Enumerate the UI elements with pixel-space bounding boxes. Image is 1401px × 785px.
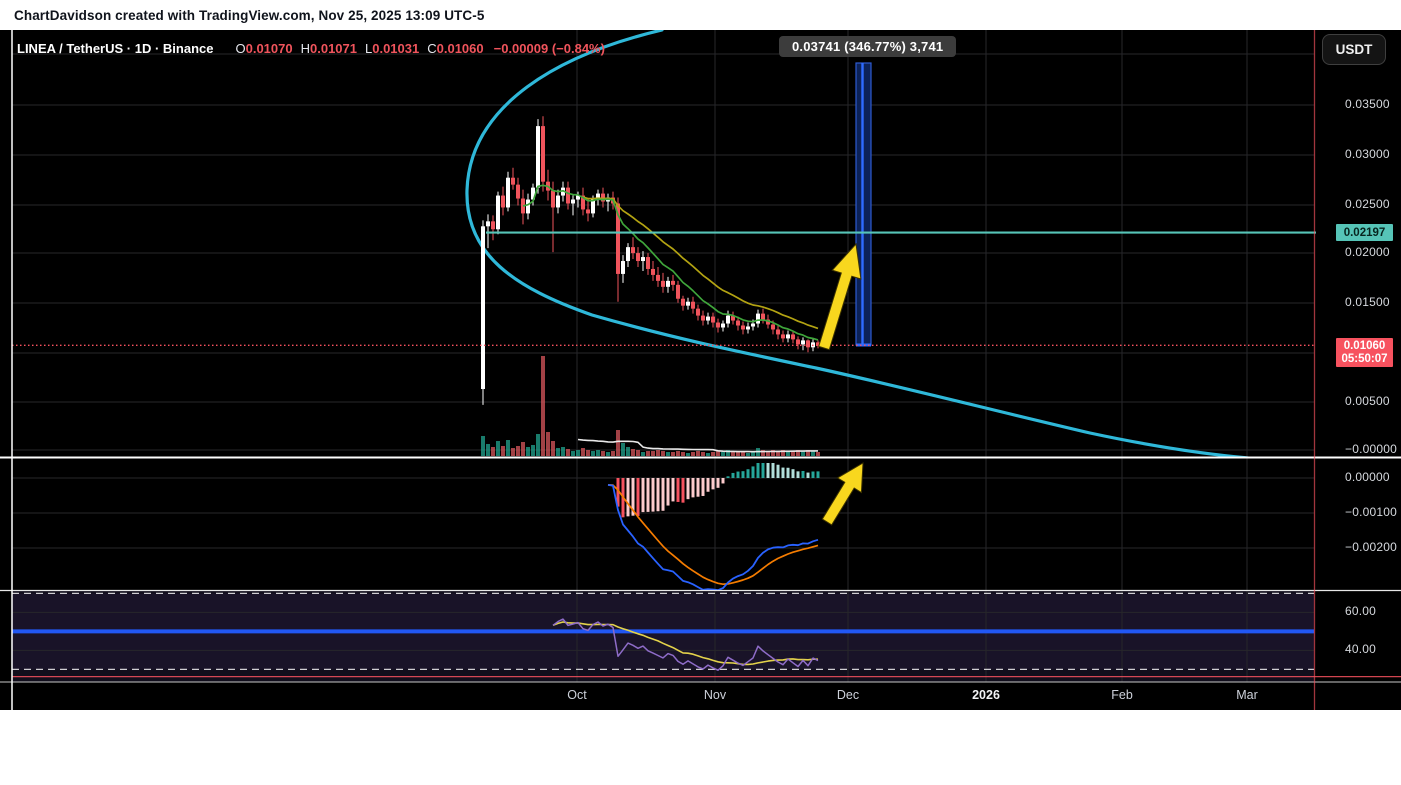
pane-separators [0,30,1401,710]
footer-bar: TradingView [0,710,1401,785]
price-axis-label: 0.00500 [1345,394,1390,408]
grid-lines [12,30,1314,682]
time-axis-label: Nov [703,688,727,702]
symbol-title: LINEA / TetherUS · 1D · Binance [17,41,214,56]
ohlc-open-value: 0.01070 [245,41,293,56]
trend-curve-drawing [465,30,1250,457]
last-price-badge: 0.01060 05:50:07 [1336,338,1393,367]
candlestick-series [481,116,820,405]
rsi-levels [12,592,1401,678]
rsi-pane-background [12,591,1314,682]
currency-button[interactable]: USDT [1322,34,1386,65]
change-value: −0.00009 (−0.84%) [493,41,605,56]
price-axis-label: 0.03000 [1345,147,1390,161]
time-axis-label: Mar [1236,688,1258,702]
arrow-up-drawings [818,242,864,526]
rsi-axis-label: 60.00 [1345,604,1377,618]
time-axis-label: Oct [567,688,587,702]
ema-overlays [522,184,819,341]
macd-axis-label: 0.00000 [1345,470,1390,484]
last-price-value: 0.01060 [1343,339,1386,352]
projection-range-drawing [855,62,872,347]
rsi-series [552,618,819,671]
ohlc-low-key: L [365,41,373,56]
ohlc-open-key: O [235,41,246,56]
price-level-badge: 0.02197 [1336,224,1393,241]
projection-tooltip: 0.03741 (346.77%) 3,741 [779,36,957,57]
ohlc-close-value: 0.01060 [436,41,484,56]
ohlc-close-key: C [427,41,437,56]
bar-countdown: 05:50:07 [1341,352,1388,365]
rsi-axis-label: 40.00 [1345,642,1377,656]
time-axis-year-label: 2026 [972,688,1000,702]
macd-axis-label: −0.00100 [1345,505,1397,519]
symbol-legend: LINEA / TetherUS · 1D · Binance O0.01070 H… [17,41,605,56]
price-axis-label: 0.02500 [1345,197,1390,211]
ohlc-high-value: 0.01071 [310,41,357,56]
attribution-bar: ChartDavidson created with TradingView.c… [0,0,1401,30]
macd-axis-label: −0.00200 [1345,540,1397,554]
macd-series [607,463,820,590]
ohlc-low-value: 0.01031 [372,41,420,56]
price-axis-label: 0.02000 [1345,245,1390,259]
time-axis-label: Dec [836,688,860,702]
price-axis-label: 0.03500 [1345,97,1390,111]
attribution-text: ChartDavidson created with TradingView.c… [14,7,485,23]
ohlc-high-key: H [300,41,310,56]
price-axis-label: −0.00000 [1345,442,1397,456]
time-axis-label: Feb [1111,688,1133,702]
price-axis-label: 0.01500 [1345,295,1390,309]
volume-series [481,356,820,456]
